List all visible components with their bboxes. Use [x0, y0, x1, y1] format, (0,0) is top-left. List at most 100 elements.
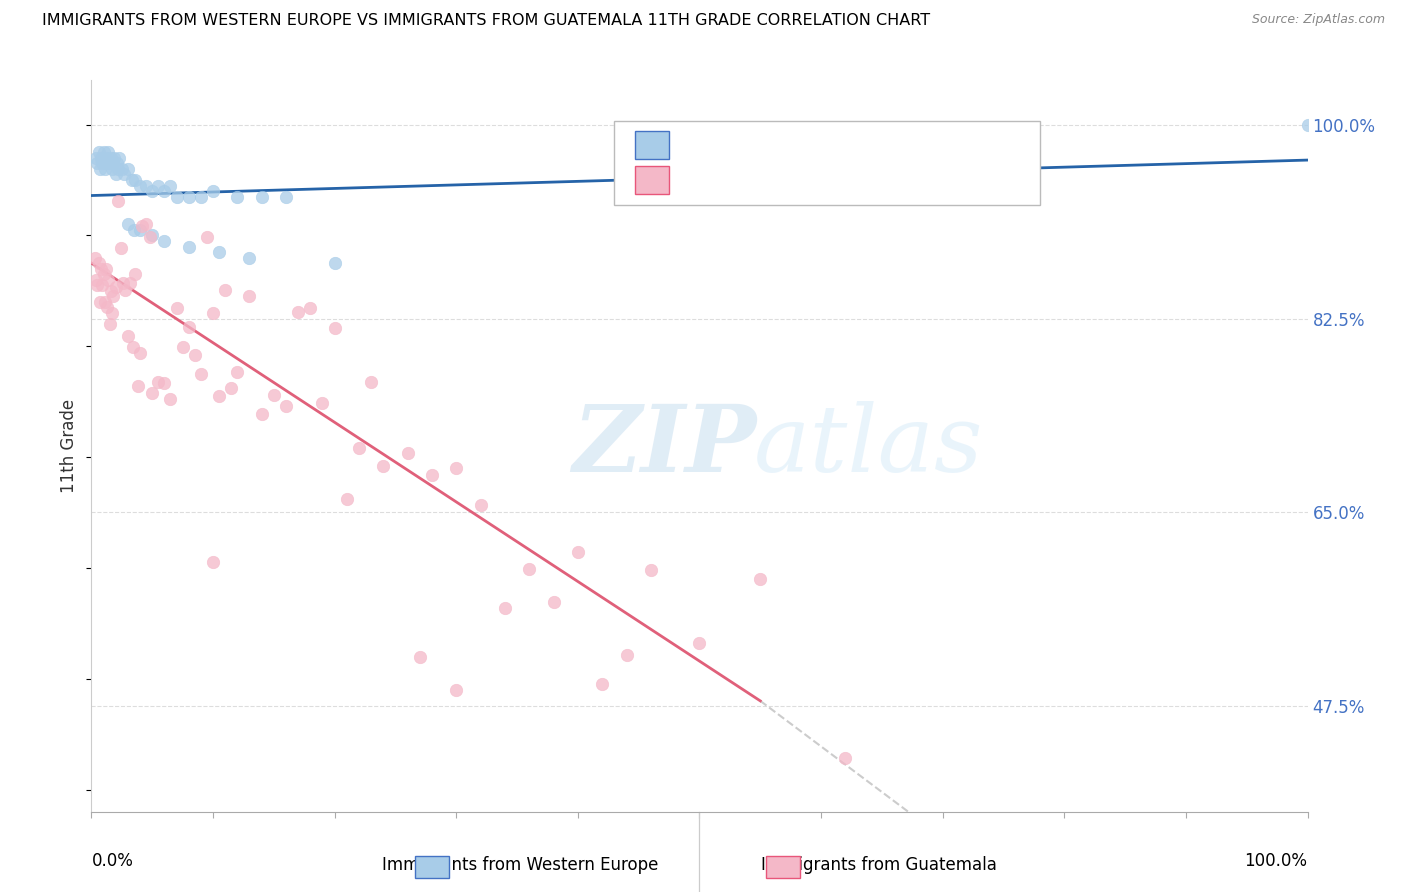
Point	[121, 173, 143, 187]
Point	[87, 256, 110, 270]
Point	[120, 276, 142, 290]
Text: R =  0.474   N = 49: R = 0.474 N = 49	[683, 136, 846, 153]
Point	[153, 376, 176, 391]
Point	[177, 189, 200, 203]
Point	[93, 145, 115, 160]
Point	[107, 161, 129, 176]
Point	[141, 386, 163, 401]
Point	[84, 273, 107, 287]
Point	[141, 228, 163, 243]
Point	[1296, 118, 1319, 132]
Point	[94, 261, 117, 276]
Point	[112, 168, 135, 182]
Point	[749, 572, 772, 586]
Point	[274, 399, 297, 413]
Point	[591, 677, 613, 691]
Point	[94, 161, 117, 176]
Point	[98, 317, 121, 331]
Point	[202, 306, 225, 320]
Point	[190, 189, 212, 203]
Point	[336, 491, 359, 506]
Point	[117, 218, 139, 232]
Point	[263, 388, 285, 402]
Point	[121, 340, 143, 354]
Point	[360, 375, 382, 389]
Point	[444, 461, 467, 475]
Point	[139, 230, 162, 244]
FancyBboxPatch shape	[614, 120, 1040, 204]
Point	[409, 649, 432, 664]
Point	[127, 379, 149, 393]
Point	[129, 178, 152, 193]
Point	[444, 682, 467, 697]
Point	[86, 156, 108, 170]
Text: IMMIGRANTS FROM WESTERN EUROPE VS IMMIGRANTS FROM GUATEMALA 11TH GRADE CORRELATI: IMMIGRANTS FROM WESTERN EUROPE VS IMMIGR…	[42, 13, 931, 29]
Point	[94, 294, 117, 309]
Point	[91, 278, 114, 293]
Point	[567, 545, 589, 559]
Point	[94, 151, 117, 165]
Text: Immigrants from Guatemala: Immigrants from Guatemala	[761, 856, 997, 874]
Point	[135, 217, 157, 231]
Point	[96, 301, 118, 315]
Point	[214, 283, 236, 297]
Point	[135, 178, 157, 193]
Point	[148, 178, 170, 193]
Point	[129, 223, 152, 237]
Text: atlas: atlas	[754, 401, 984, 491]
Point	[111, 276, 134, 290]
Point	[299, 301, 322, 315]
Point	[117, 329, 139, 343]
Point	[87, 145, 110, 160]
Point	[494, 600, 516, 615]
Point	[250, 407, 273, 421]
Point	[834, 161, 856, 176]
Point	[89, 294, 111, 309]
Point	[141, 184, 163, 198]
Point	[226, 189, 249, 203]
Point	[124, 173, 146, 187]
Point	[98, 156, 121, 170]
Text: ZIP: ZIP	[572, 401, 756, 491]
Text: 0.0%: 0.0%	[91, 852, 134, 870]
Point	[616, 648, 638, 662]
Point	[166, 189, 188, 203]
Point	[93, 267, 115, 281]
Point	[124, 268, 146, 282]
Point	[117, 161, 139, 176]
Point	[159, 178, 181, 193]
Point	[108, 151, 131, 165]
Point	[89, 161, 111, 176]
Point	[396, 446, 419, 460]
Point	[100, 284, 122, 298]
Point	[101, 161, 124, 176]
Point	[219, 381, 242, 395]
Text: Source: ZipAtlas.com: Source: ZipAtlas.com	[1251, 13, 1385, 27]
Point	[84, 151, 107, 165]
Point	[238, 289, 260, 303]
Bar	[636, 166, 669, 194]
Bar	[636, 131, 669, 160]
Point	[190, 368, 212, 382]
Text: Immigrants from Western Europe: Immigrants from Western Europe	[382, 856, 658, 874]
Point	[287, 305, 309, 319]
Point	[166, 301, 188, 315]
Point	[172, 340, 194, 354]
Point	[274, 189, 297, 203]
Point	[640, 563, 662, 577]
Point	[311, 396, 333, 410]
Point	[195, 229, 218, 244]
Point	[184, 348, 207, 362]
Point	[148, 375, 170, 389]
Point	[347, 441, 370, 455]
Point	[104, 280, 127, 294]
Point	[373, 459, 395, 474]
Point	[202, 184, 225, 198]
Point	[111, 161, 134, 176]
Point	[86, 278, 108, 293]
Point	[250, 189, 273, 203]
Point	[517, 562, 540, 576]
Point	[153, 184, 176, 198]
Point	[122, 223, 145, 237]
Point	[96, 156, 118, 170]
